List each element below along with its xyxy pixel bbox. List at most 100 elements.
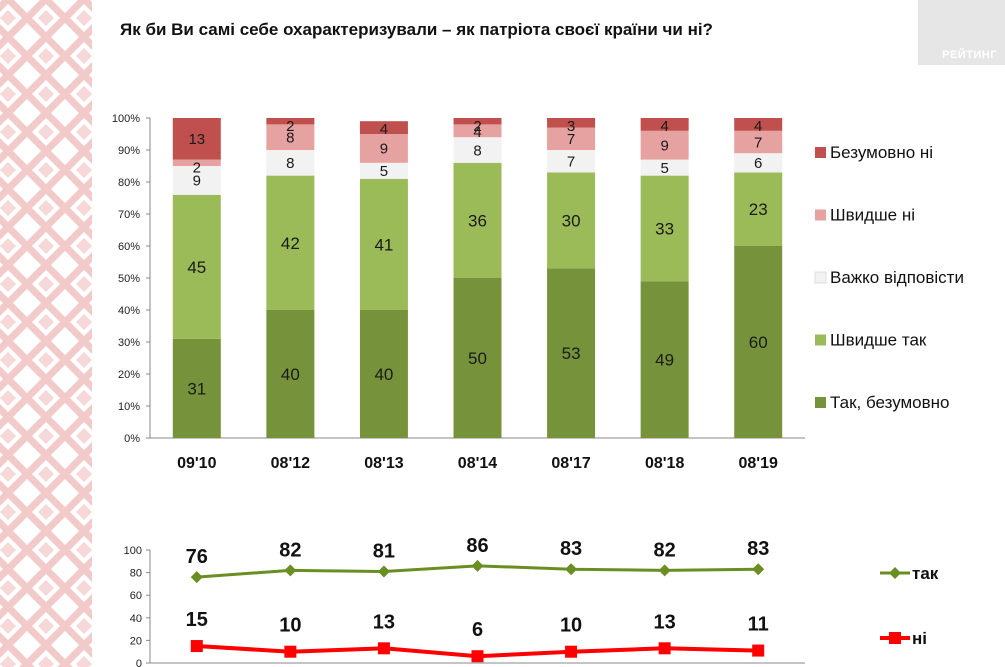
ornament-diamond-inner (38, 656, 54, 667)
bar-segment (640, 281, 689, 438)
ornament-diamond-inner (38, 200, 54, 216)
ornament-diamond-inner (38, 428, 54, 444)
data-label: 5 (380, 163, 388, 180)
ornament-diamond-inner (38, 86, 54, 102)
bar-segment (547, 268, 596, 438)
ornament-diamond-inner (0, 428, 16, 444)
legend-swatch (815, 334, 826, 346)
data-label: 3 (567, 118, 575, 135)
bar-segment (547, 118, 596, 128)
y-tick-label: 50% (118, 273, 140, 285)
legend-label: Швидше так (830, 331, 927, 350)
data-label: 41 (374, 235, 393, 254)
data-label: 4 (380, 121, 388, 138)
data-point (565, 563, 578, 576)
data-point (658, 642, 671, 655)
chart-title: Як би Ви самі себе охарактеризували – як… (120, 20, 713, 39)
data-label: 53 (562, 344, 581, 363)
data-point (377, 565, 390, 578)
bar-segment (640, 130, 689, 160)
ornament-diamond-inner (0, 352, 16, 368)
data-point (377, 642, 390, 655)
data-label: 60 (749, 333, 768, 352)
data-point (752, 563, 765, 576)
data-label: 2 (473, 118, 481, 135)
ornament-diamond-inner (38, 48, 54, 64)
data-label: 10 (279, 615, 301, 637)
ornament-diamond-inner (38, 352, 54, 368)
ornament-diamond-inner (38, 276, 54, 292)
bar-segment (172, 194, 221, 339)
data-label: 5 (660, 160, 668, 177)
ornament-diamond-inner (38, 10, 54, 26)
ornament-diamond-inner (76, 352, 92, 368)
data-label: 10 (560, 615, 582, 637)
bar-segment (172, 118, 221, 160)
bar-segment (734, 172, 783, 246)
ornament-diamond-inner (38, 238, 54, 254)
bar-segment (266, 124, 315, 150)
data-point (284, 645, 297, 658)
data-label: 7 (567, 131, 575, 148)
ornament-diamond-inner (38, 390, 54, 406)
ornament-diamond-inner (0, 10, 16, 26)
data-label: 33 (655, 219, 674, 238)
ornament-diamond-inner (76, 48, 92, 64)
ornament-diamond-inner (0, 542, 16, 558)
ornament-diamond-inner (0, 314, 16, 330)
ornament-diamond-inner (0, 580, 16, 596)
ornament-diamond-inner (0, 48, 16, 64)
ornament-diamond-inner (76, 10, 92, 26)
x-tick-label: 08'13 (364, 455, 404, 472)
data-label: 13 (373, 611, 395, 633)
ornament-diamond-inner (0, 504, 16, 520)
y-tick-label: 0% (124, 433, 140, 445)
ornament-diamond (0, 640, 32, 667)
y-tick-label: 60 (130, 590, 142, 602)
data-label: 23 (749, 200, 768, 219)
bar-segment (734, 118, 783, 131)
ornament-diamond-inner (0, 124, 16, 140)
ornament-diamond-inner (38, 466, 54, 482)
ornament-diamond-inner (38, 162, 54, 178)
ornament-diamond (60, 640, 92, 667)
y-tick-label: 100% (112, 113, 140, 125)
data-label: 11 (748, 614, 769, 636)
bar-segment (172, 338, 221, 438)
bar-segment (453, 118, 502, 125)
data-point (190, 640, 203, 653)
ornament-diamond-inner (38, 618, 54, 634)
data-label: 9 (193, 173, 201, 190)
logo-text: РЕЙТИНГ (942, 49, 997, 61)
data-label: 76 (186, 546, 208, 568)
data-label: 8 (286, 129, 294, 146)
legend-label: Так, безумовно (830, 393, 950, 412)
y-tick-label: 100 (124, 545, 142, 557)
bar-segment (172, 166, 221, 195)
data-label: 6 (472, 619, 483, 641)
data-label: 9 (380, 141, 388, 158)
stacked-bar-chart: 0%10%20%30%40%50%60%70%80%90%100%3145921… (112, 113, 964, 472)
ornament-diamond-inner (38, 542, 54, 558)
ornament-diamond-inner (0, 86, 16, 102)
x-tick-label: 08'12 (271, 455, 311, 472)
ornament-diamond-inner (76, 618, 92, 634)
data-label: 4 (754, 118, 762, 135)
ornament-diamond-inner (0, 276, 16, 292)
legend-label: Швидше ні (830, 206, 915, 225)
bar-segment (266, 310, 315, 438)
data-label: 40 (374, 365, 393, 384)
ornament-diamond-inner (0, 466, 16, 482)
bar-segment (266, 175, 315, 310)
legend-label: ні (912, 629, 927, 648)
y-tick-label: 0 (136, 658, 142, 667)
data-label: 40 (281, 365, 300, 384)
bar-segment (266, 118, 315, 125)
data-label: 2 (286, 118, 294, 135)
ornament-diamond-inner (76, 580, 92, 596)
y-tick-label: 40% (118, 305, 140, 317)
ornament-diamond-inner (76, 428, 92, 444)
data-label: 42 (281, 234, 300, 253)
y-tick-label: 70% (118, 209, 140, 221)
data-label: 36 (468, 211, 487, 230)
